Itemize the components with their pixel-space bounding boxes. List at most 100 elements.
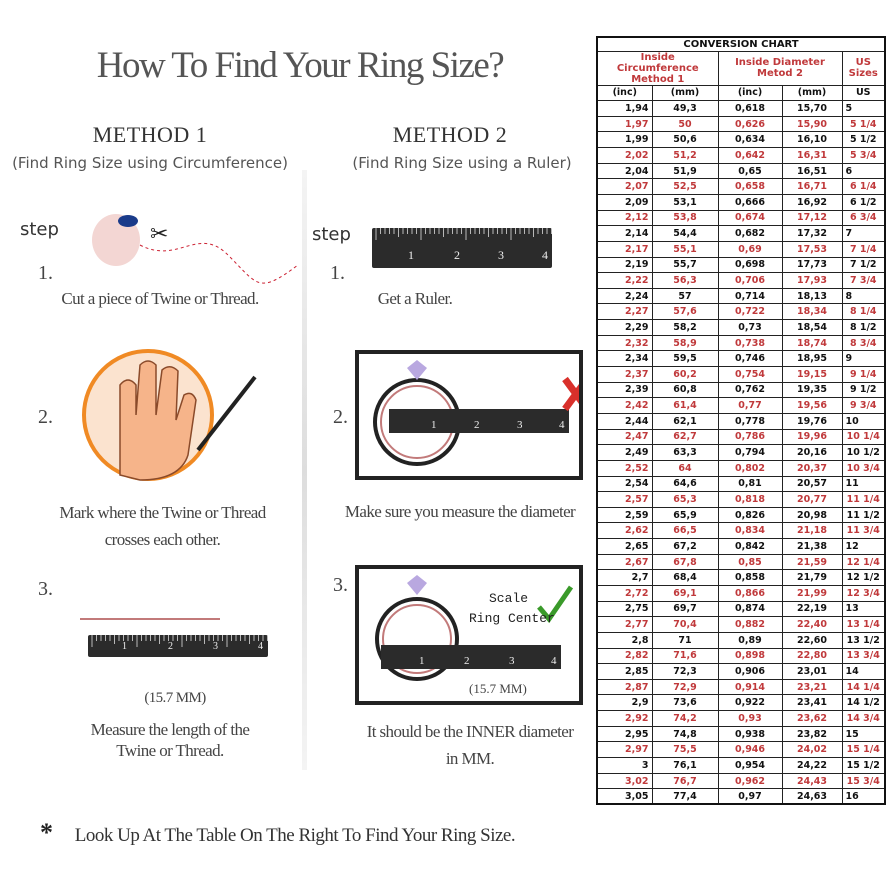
table-cell: 76,1 <box>651 757 719 774</box>
table-cell: 0,914 <box>717 678 783 696</box>
table-cell: 6 3/4 <box>841 209 886 227</box>
table-cell: 9 1/4 <box>841 366 886 383</box>
table-cell: 12 1/4 <box>841 553 886 571</box>
svg-text:✂: ✂ <box>150 221 168 246</box>
table-cell: 17,93 <box>781 272 843 289</box>
table-cell: 64,6 <box>651 475 719 493</box>
table-row: 2,12 53,8 0,674 17,12 6 3/4 <box>596 209 886 227</box>
table-cell: 11 3/4 <box>841 522 886 540</box>
table-cell: 17,53 <box>781 240 843 258</box>
step-number: 2. <box>333 406 348 428</box>
svg-text:2: 2 <box>474 419 480 431</box>
table-cell: 2,12 <box>596 209 653 227</box>
table-cell: 0,682 <box>717 225 783 242</box>
table-cell: 15 1/2 <box>841 757 886 774</box>
table-cell: 6 1/4 <box>841 178 886 195</box>
table-cell: 53,1 <box>651 193 719 211</box>
group-header-circumference: Inside Circumference Method 1 <box>596 50 719 86</box>
table-cell: 20,37 <box>781 459 843 477</box>
table-cell: 0,73 <box>717 319 783 336</box>
table-cell: 72,3 <box>651 663 719 680</box>
group-header-us: US Sizes <box>841 50 886 86</box>
table-row: 1,99 50,6 0,634 16,10 5 1/2 <box>596 131 886 149</box>
table-row: 2,34 59,5 0,746 18,95 9 <box>596 350 886 368</box>
table-cell: 65,9 <box>651 506 719 524</box>
table-cell: 8 1/4 <box>841 303 886 321</box>
table-row: 1,97 50 0,626 15,90 5 1/4 <box>596 115 886 133</box>
table-cell: 2,09 <box>596 193 653 211</box>
table-cell: 0,842 <box>717 538 783 555</box>
table-cell: 17,73 <box>781 256 843 274</box>
hand-icon <box>80 345 260 490</box>
table-cell: 2,87 <box>596 678 653 696</box>
step-label: step <box>312 224 351 245</box>
table-cell: 9 <box>841 350 886 368</box>
table-cell: 0,834 <box>717 522 783 540</box>
table-row: 2,57 65,3 0,818 20,77 11 1/4 <box>596 491 886 508</box>
asterisk-icon: * <box>40 818 53 847</box>
step-caption: Cut a piece of Twine or Thread. <box>61 289 259 308</box>
table-cell: 15,70 <box>781 100 843 117</box>
svg-text:3: 3 <box>517 419 523 431</box>
table-cell: 0,946 <box>717 741 783 759</box>
table-row: 2,07 52,5 0,658 16,71 6 1/4 <box>596 178 886 195</box>
table-cell: 19,96 <box>781 428 843 446</box>
table-row: 3,02 76,7 0,962 24,43 15 3/4 <box>596 772 886 790</box>
table-cell: 58,2 <box>651 319 719 336</box>
table-row: 2,54 64,6 0,81 20,57 11 <box>596 475 886 493</box>
table-cell: 0,626 <box>717 115 783 133</box>
table-row: 2,19 55,7 0,698 17,73 7 1/2 <box>596 256 886 274</box>
table-cell: 8 <box>841 287 886 305</box>
table-cell: 0,93 <box>717 710 783 727</box>
table-cell: 0,618 <box>717 100 783 117</box>
table-row: 2,32 58,9 0,738 18,74 8 3/4 <box>596 334 886 352</box>
table-cell: 20,16 <box>781 444 843 461</box>
table-cell: 23,21 <box>781 678 843 696</box>
table-cell: 2,67 <box>596 553 653 571</box>
table-cell: 2,27 <box>596 303 653 321</box>
table-cell: 51,9 <box>651 162 719 180</box>
table-row: 2,67 67,8 0,85 21,59 12 1/4 <box>596 553 886 571</box>
table-cell: 9 3/4 <box>841 397 886 414</box>
table-cell: 16,51 <box>781 162 843 180</box>
table-cell: 66,5 <box>651 522 719 540</box>
table-cell: 21,38 <box>781 538 843 555</box>
step-caption: Mark where the Twine or Thread <box>59 503 266 522</box>
table-cell: 0,69 <box>717 240 783 258</box>
table-cell: 12 3/4 <box>841 585 886 602</box>
table-cell: 2,17 <box>596 240 653 258</box>
table-cell: 0,906 <box>717 663 783 680</box>
table-cell: 2,39 <box>596 381 653 399</box>
column-header: (inc) <box>717 84 783 102</box>
table-cell: 0,786 <box>717 428 783 446</box>
table-row: 2,42 61,4 0,77 19,56 9 3/4 <box>596 397 886 414</box>
table-cell: 55,7 <box>651 256 719 274</box>
svg-text:2: 2 <box>464 655 470 667</box>
table-cell: 67,8 <box>651 553 719 571</box>
table-cell: 62,1 <box>651 412 719 430</box>
table-cell: 6 <box>841 162 886 180</box>
group-header-diameter: Inside Diameter Metod 2 <box>717 50 843 86</box>
table-cell: 0,818 <box>717 491 783 508</box>
table-cell: 2,65 <box>596 538 653 555</box>
table-cell: 24,43 <box>781 772 843 790</box>
table-cell: 2,34 <box>596 350 653 368</box>
footnote: * Look Up At The Table On The Right To F… <box>40 818 516 848</box>
ring-center-label: Ring Center <box>469 611 555 626</box>
table-cell: 57,6 <box>651 303 719 321</box>
table-cell: 0,674 <box>717 209 783 227</box>
table-cell: 2,37 <box>596 366 653 383</box>
table-row: 2,85 72,3 0,906 23,01 14 <box>596 663 886 680</box>
table-cell: 51,2 <box>651 147 719 164</box>
table-cell: 60,2 <box>651 366 719 383</box>
table-cell: 0,634 <box>717 131 783 149</box>
step-caption: in MM. <box>445 749 495 768</box>
table-cell: 0,778 <box>717 412 783 430</box>
table-cell: 3,05 <box>596 788 653 805</box>
table-cell: 18,13 <box>781 287 843 305</box>
step-caption: Twine or Thread. <box>116 741 224 760</box>
table-cell: 2,24 <box>596 287 653 305</box>
table-cell: 2,04 <box>596 162 653 180</box>
table-cell: 2,49 <box>596 444 653 461</box>
table-cell: 17,12 <box>781 209 843 227</box>
